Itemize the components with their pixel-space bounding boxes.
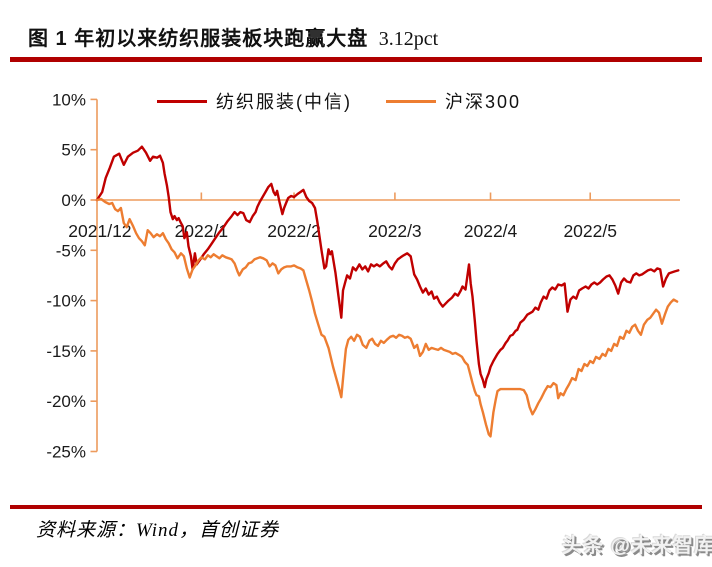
series-line bbox=[95, 197, 679, 438]
y-axis-label: -15% bbox=[46, 342, 86, 361]
line-chart: 纺织服装(中信) 沪深300 10% 5% 0% -5% -10% -15% -20% -25%… bbox=[0, 85, 712, 462]
legend-line-swatch bbox=[386, 99, 436, 103]
chart-canvas: 10%5%0%-5%-10%-15%-20%-25%2021/12 2022/1 2… bbox=[46, 90, 680, 462]
legend-item: 沪深300 bbox=[386, 88, 521, 114]
source-note: 资料来源：Wind，首创证券 bbox=[36, 520, 280, 541]
footer-divider-rule bbox=[10, 505, 702, 509]
x-axis-label: 2022/5 bbox=[563, 221, 617, 241]
figure-title-text: 图 1 年初以来纺织服装板块跑赢大盘 bbox=[28, 28, 369, 50]
legend-label: 纺织服装(中信) bbox=[216, 92, 352, 112]
figure-title: 图 1 年初以来纺织服装板块跑赢大盘 3.12pct bbox=[28, 22, 438, 51]
y-axis-label: -5% bbox=[56, 241, 86, 260]
y-axis-label: 5% bbox=[61, 141, 86, 160]
legend-line-swatch bbox=[157, 99, 207, 103]
x-axis-label: 2022/4 bbox=[464, 221, 518, 241]
x-axis-label: 2022/3 bbox=[368, 221, 422, 241]
legend-item: 纺织服装(中信) bbox=[157, 88, 352, 114]
chart-legend: 纺织服装(中信) 沪深300 bbox=[157, 88, 521, 114]
x-axis-label: 2021/12 bbox=[68, 221, 131, 241]
y-axis-label: -10% bbox=[46, 292, 86, 311]
series-line bbox=[95, 145, 680, 389]
title-divider-rule bbox=[10, 57, 702, 62]
y-axis-label: -20% bbox=[46, 392, 86, 411]
figure-title-value: 3.12pct bbox=[378, 28, 439, 50]
y-axis-label: 10% bbox=[52, 90, 86, 109]
legend-label: 沪深300 bbox=[445, 92, 522, 112]
y-axis-label: 0% bbox=[61, 191, 86, 210]
watermark-text: 头条 @未来智库 bbox=[562, 535, 712, 557]
y-axis-label: -25% bbox=[46, 443, 86, 461]
x-axis-label: 2022/2 bbox=[267, 221, 321, 241]
